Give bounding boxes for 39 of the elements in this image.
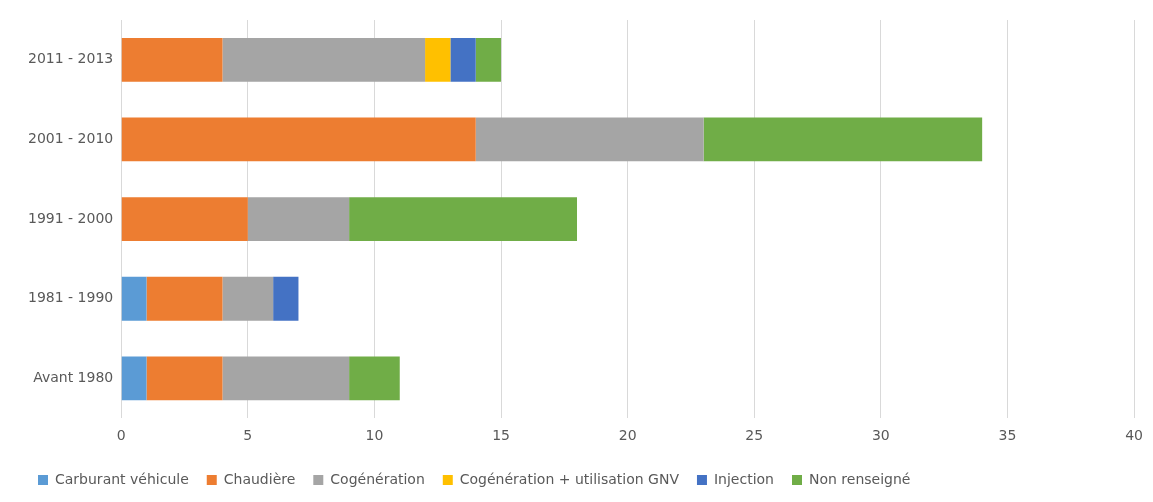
x-tick-label: 10 [365, 427, 384, 444]
legend-label: Cogénération [330, 470, 425, 487]
bar [121, 356, 147, 401]
y-tick-label: 2001 - 2010 [27, 130, 114, 147]
bar [121, 117, 476, 162]
legend-label: Injection [713, 470, 774, 487]
bar [121, 37, 223, 82]
bar [425, 37, 451, 82]
x-tick-label: 0 [116, 427, 126, 444]
bar [121, 276, 147, 321]
x-tick-label: 20 [618, 427, 637, 444]
x-tick-label: 40 [1125, 427, 1144, 444]
legend-label: Chaudière [223, 470, 296, 487]
x-tick-label: 5 [243, 427, 253, 444]
bar [273, 276, 299, 321]
bar [121, 197, 248, 241]
y-tick-label: 1981 - 1990 [27, 289, 114, 306]
x-tick-label: 30 [871, 427, 890, 444]
bar [475, 117, 704, 162]
bar [222, 356, 350, 401]
bar [146, 356, 223, 401]
bar [475, 37, 502, 82]
x-tick-label: 15 [492, 427, 510, 444]
legend-label: Cogénération + utilisation GNV [459, 470, 680, 487]
y-tick-label: 1991 - 2000 [27, 209, 114, 226]
legend-label: Non renseigné [808, 470, 911, 487]
bar [146, 276, 223, 321]
legend-label: Carburant véhicule [55, 470, 189, 487]
bar [222, 276, 274, 321]
x-tick-label: 35 [998, 427, 1017, 444]
x-tick-label: 25 [745, 427, 764, 444]
bar [703, 117, 983, 162]
bar [349, 197, 578, 241]
bar [349, 356, 400, 401]
bar [450, 37, 476, 82]
y-tick-label: Avant 1980 [33, 369, 114, 386]
bar [222, 37, 426, 82]
bar [247, 197, 350, 241]
y-tick-label: 2011 - 2013 [27, 50, 114, 67]
